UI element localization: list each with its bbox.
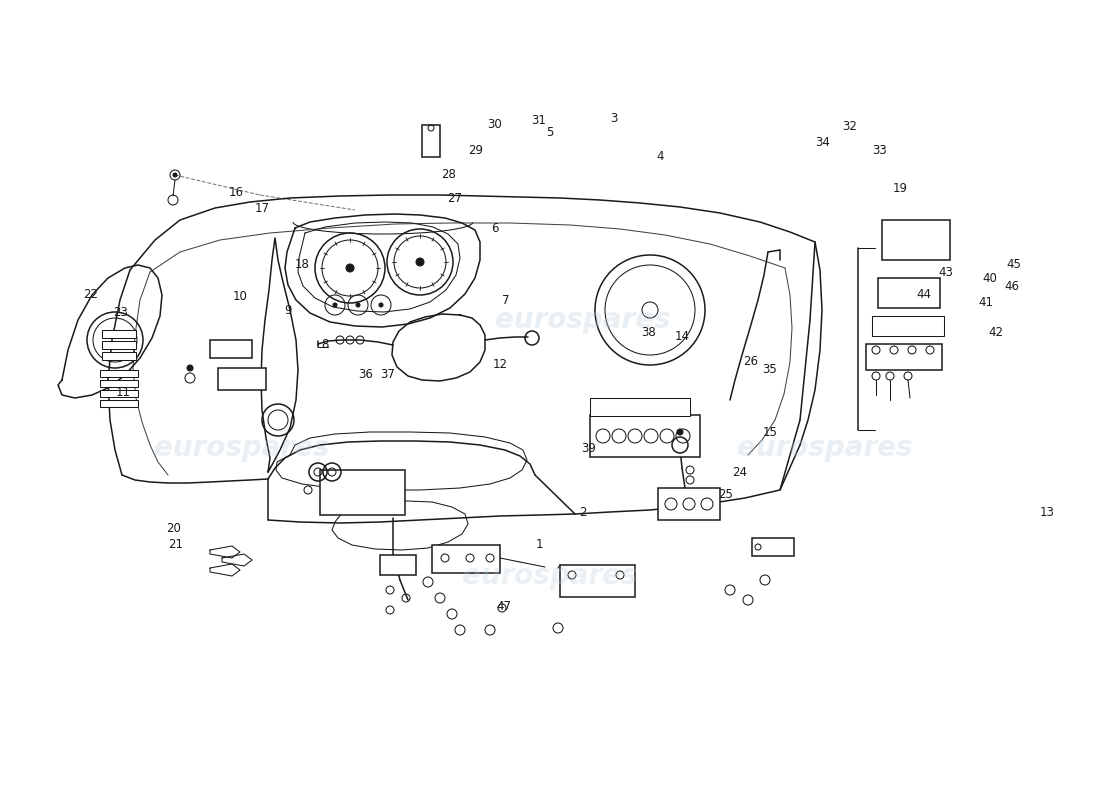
Text: 20: 20: [166, 522, 182, 534]
Bar: [882, 220, 950, 260]
Text: 41: 41: [978, 296, 993, 309]
Bar: [100, 370, 138, 377]
Text: 11: 11: [116, 386, 131, 398]
Bar: [102, 352, 136, 360]
Text: eurospares: eurospares: [495, 306, 671, 334]
Text: 9: 9: [285, 304, 292, 317]
Text: 28: 28: [441, 168, 456, 181]
Bar: [590, 398, 690, 416]
Circle shape: [416, 258, 424, 266]
Text: 43: 43: [938, 266, 954, 278]
Text: 30: 30: [487, 118, 503, 130]
Circle shape: [379, 303, 383, 307]
Text: eurospares: eurospares: [154, 434, 330, 462]
Bar: [872, 316, 944, 336]
Text: 34: 34: [815, 136, 830, 149]
Bar: [100, 390, 138, 397]
Text: 17: 17: [254, 202, 270, 214]
Circle shape: [356, 303, 360, 307]
Bar: [100, 380, 138, 387]
Bar: [432, 545, 500, 573]
Text: 6: 6: [492, 222, 498, 234]
Circle shape: [173, 173, 177, 177]
Bar: [658, 488, 720, 520]
Text: 22: 22: [82, 288, 98, 301]
Text: 47: 47: [496, 600, 512, 613]
Text: 7: 7: [503, 294, 509, 306]
Bar: [866, 344, 942, 370]
Bar: [218, 368, 266, 390]
Text: 25: 25: [718, 488, 734, 501]
Text: 45: 45: [1006, 258, 1022, 270]
Bar: [422, 125, 440, 157]
Bar: [878, 278, 940, 308]
Text: eurospares: eurospares: [737, 434, 913, 462]
Text: 1: 1: [536, 538, 542, 550]
Circle shape: [187, 365, 192, 371]
Bar: [210, 340, 252, 358]
Bar: [379, 555, 416, 575]
Text: 32: 32: [842, 120, 857, 133]
Text: 35: 35: [762, 363, 778, 376]
Text: 40: 40: [982, 272, 998, 285]
Text: 44: 44: [916, 288, 932, 301]
Text: 4: 4: [657, 150, 663, 162]
Bar: [590, 415, 700, 457]
Bar: [102, 330, 136, 338]
Text: 16: 16: [229, 186, 244, 198]
Text: 15: 15: [762, 426, 778, 438]
Text: 14: 14: [674, 330, 690, 342]
Text: 24: 24: [732, 466, 747, 478]
Text: 26: 26: [742, 355, 758, 368]
Text: eurospares: eurospares: [462, 562, 638, 590]
Text: 36: 36: [358, 368, 373, 381]
Text: 29: 29: [468, 144, 483, 157]
Text: 23: 23: [113, 306, 129, 318]
Text: 13: 13: [1040, 506, 1055, 518]
Bar: [752, 538, 794, 556]
Circle shape: [346, 264, 354, 272]
Text: 10: 10: [232, 290, 248, 302]
Text: 3: 3: [610, 112, 617, 125]
Text: 21: 21: [168, 538, 184, 550]
Text: 33: 33: [872, 144, 888, 157]
Text: 19: 19: [892, 182, 907, 194]
Circle shape: [676, 429, 683, 435]
Bar: [100, 400, 138, 407]
Text: 18: 18: [295, 258, 310, 270]
Bar: [102, 341, 136, 349]
Bar: [560, 565, 635, 597]
Text: 2: 2: [580, 506, 586, 518]
Text: 38: 38: [641, 326, 657, 338]
Circle shape: [333, 303, 337, 307]
Text: 27: 27: [447, 192, 462, 205]
Text: 42: 42: [988, 326, 1003, 338]
Text: 46: 46: [1004, 280, 1020, 293]
Bar: [320, 470, 405, 515]
Text: 39: 39: [581, 442, 596, 454]
Text: 8: 8: [321, 338, 328, 350]
Text: 31: 31: [531, 114, 547, 126]
Text: 12: 12: [493, 358, 508, 370]
Text: 5: 5: [547, 126, 553, 138]
Text: 37: 37: [379, 368, 395, 381]
